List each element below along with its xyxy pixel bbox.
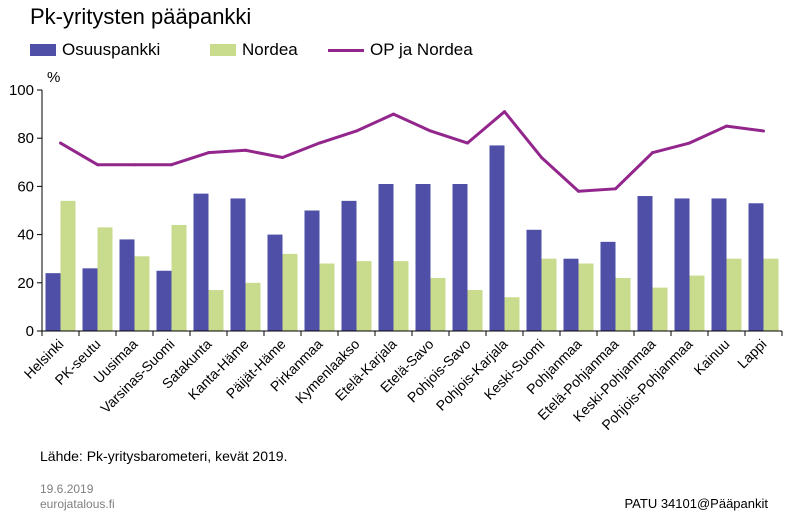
y-tick-label: 100 — [9, 82, 34, 99]
bar-nordea — [282, 253, 298, 331]
y-tick-label: 80 — [17, 130, 34, 147]
y-axis-unit-label: % — [47, 69, 60, 86]
bar-nordea — [97, 227, 113, 331]
bar-osuuspankki — [526, 229, 542, 331]
legend-item-osuuspankki: Osuuspankki — [30, 40, 160, 60]
legend-label-nordea: Nordea — [242, 40, 298, 59]
chart-title: Pk-yritysten pääpankki — [30, 4, 252, 29]
bar-nordea — [393, 261, 409, 331]
bar-osuuspankki — [415, 183, 431, 331]
line-point-op-ja-nordea — [355, 129, 358, 133]
bar-osuuspankki — [563, 258, 579, 331]
line-point-op-ja-nordea — [133, 163, 136, 167]
y-tick-label: 20 — [17, 275, 34, 292]
bar-osuuspankki — [45, 273, 61, 331]
y-tick-label: 0 — [26, 323, 34, 340]
bar-osuuspankki — [193, 193, 209, 331]
legend-label-osuuspankki: Osuuspankki — [62, 40, 161, 59]
bar-osuuspankki — [748, 203, 764, 331]
bar-nordea — [541, 258, 557, 331]
line-point-op-ja-nordea — [244, 148, 247, 152]
line-point-op-ja-nordea — [651, 151, 654, 155]
bar-osuuspankki — [378, 183, 394, 331]
line-point-op-ja-nordea — [762, 129, 765, 133]
site-name: eurojatalous.fi — [40, 497, 115, 511]
bar-osuuspankki — [304, 210, 320, 331]
bar-nordea — [245, 282, 261, 331]
bar-osuuspankki — [674, 198, 690, 331]
line-point-op-ja-nordea — [429, 129, 432, 133]
bar-nordea — [356, 261, 372, 331]
legend-swatch-osuuspankki — [30, 44, 56, 56]
line-point-op-ja-nordea — [96, 163, 99, 167]
bar-nordea — [208, 290, 224, 331]
publish-date: 19.6.2019 — [40, 482, 94, 496]
bar-osuuspankki — [82, 268, 98, 331]
y-tick-label: 40 — [17, 227, 34, 244]
x-tick-label: Lappi — [734, 336, 770, 372]
line-point-op-ja-nordea — [725, 124, 728, 128]
bar-nordea — [504, 297, 520, 331]
line-point-op-ja-nordea — [59, 141, 62, 145]
line-point-op-ja-nordea — [207, 151, 210, 155]
x-tick-label: Kainuu — [690, 336, 732, 378]
bar-osuuspankki — [119, 239, 135, 331]
line-point-op-ja-nordea — [688, 141, 691, 145]
bar-osuuspankki — [600, 241, 616, 331]
line-point-op-ja-nordea — [170, 163, 173, 167]
bar-nordea — [134, 256, 150, 331]
bar-nordea — [763, 258, 779, 331]
line-point-op-ja-nordea — [281, 155, 284, 159]
bar-osuuspankki — [267, 234, 283, 331]
bar-nordea — [430, 277, 446, 331]
line-point-op-ja-nordea — [503, 110, 506, 114]
bar-nordea — [171, 224, 187, 331]
bar-osuuspankki — [156, 270, 172, 331]
bar-nordea — [467, 290, 483, 331]
bar-nordea — [652, 287, 668, 331]
line-point-op-ja-nordea — [318, 141, 321, 145]
bar-nordea — [726, 258, 742, 331]
bar-osuuspankki — [230, 198, 246, 331]
bar-nordea — [578, 263, 594, 331]
y-tick-label: 60 — [17, 178, 34, 195]
bar-osuuspankki — [341, 200, 357, 331]
line-op-ja-nordea — [59, 110, 764, 193]
source-note: Lähde: Pk-yritysbarometeri, kevät 2019. — [40, 448, 288, 464]
line-point-op-ja-nordea — [577, 189, 580, 193]
legend-item-op-ja-nordea: OP ja Nordea — [328, 40, 473, 60]
bar-nordea — [60, 200, 76, 331]
legend-label-op-ja-nordea: OP ja Nordea — [370, 40, 473, 59]
bar-osuuspankki — [452, 183, 468, 331]
line-point-op-ja-nordea — [540, 155, 543, 159]
legend-line-op-ja-nordea — [328, 48, 364, 52]
line-point-op-ja-nordea — [614, 187, 617, 191]
legend-item-nordea: Nordea — [210, 40, 298, 60]
bar-nordea — [689, 275, 705, 331]
bar-osuuspankki — [711, 198, 727, 331]
bar-osuuspankki — [637, 196, 653, 331]
chart-credit: PATU 34101@Pääpankit — [624, 496, 768, 511]
legend-swatch-nordea — [210, 44, 236, 56]
bar-nordea — [615, 277, 631, 331]
line-point-op-ja-nordea — [392, 112, 395, 116]
line-point-op-ja-nordea — [466, 141, 469, 145]
bar-osuuspankki — [489, 145, 505, 331]
bar-nordea — [319, 263, 335, 331]
